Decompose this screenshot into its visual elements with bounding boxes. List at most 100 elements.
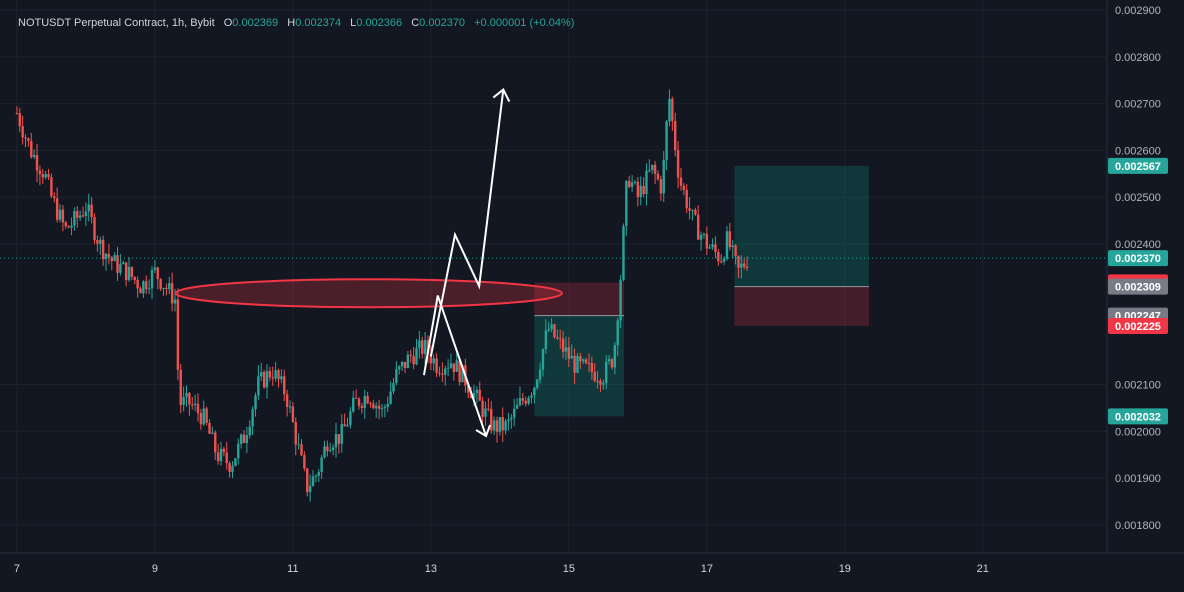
candle-body bbox=[38, 170, 42, 175]
candle-body bbox=[357, 398, 361, 406]
candle-body bbox=[87, 204, 90, 212]
candle-body bbox=[145, 281, 148, 290]
legend-low-label: L bbox=[350, 17, 357, 29]
price-tick-label: 0.002700 bbox=[1115, 99, 1161, 111]
candle-body bbox=[363, 395, 366, 408]
price-axis-ticks: 0.002900 0.002800 0.002700 0.002600 0.002500… bbox=[1115, 5, 1161, 532]
candle-body bbox=[582, 359, 585, 362]
candle-body bbox=[277, 370, 280, 380]
candle-body bbox=[308, 486, 312, 493]
candle-body bbox=[619, 279, 622, 321]
price-tick-label: 0.002800 bbox=[1115, 52, 1161, 64]
candle-body bbox=[24, 137, 27, 139]
candle-body bbox=[567, 347, 571, 359]
candle-body bbox=[389, 391, 392, 404]
candle-body bbox=[274, 370, 277, 379]
candle-body bbox=[679, 177, 683, 186]
candle-body bbox=[570, 355, 573, 359]
price-tick-label: 0.002400 bbox=[1115, 239, 1161, 251]
candle-body bbox=[691, 209, 694, 211]
candle-body bbox=[162, 287, 165, 289]
candle-body bbox=[104, 253, 108, 260]
candle-body bbox=[191, 404, 194, 406]
candle-body bbox=[688, 208, 691, 211]
candle-body bbox=[133, 276, 136, 280]
price-label-text: 0.002370 bbox=[1115, 253, 1161, 265]
candle-body bbox=[343, 424, 346, 427]
candle-body bbox=[671, 98, 674, 121]
price-label-text: 0.002225 bbox=[1115, 321, 1161, 333]
candle-body bbox=[599, 380, 602, 385]
candle-body bbox=[294, 421, 297, 445]
candle-body bbox=[444, 368, 447, 375]
candle-body bbox=[605, 361, 608, 384]
candle-body bbox=[303, 455, 306, 469]
candle-body bbox=[130, 266, 134, 277]
candle-body bbox=[481, 400, 484, 417]
time-tick-label: 13 bbox=[425, 563, 437, 575]
candle-body bbox=[432, 358, 435, 364]
candle-body bbox=[607, 359, 611, 362]
price-tick-label: 0.001800 bbox=[1115, 520, 1161, 532]
candle-body bbox=[682, 185, 686, 190]
candle-body bbox=[541, 349, 545, 370]
candle-body bbox=[107, 253, 111, 258]
candle-body bbox=[139, 288, 142, 294]
candle-body bbox=[633, 181, 637, 183]
candle-body bbox=[734, 245, 737, 257]
candle-body bbox=[622, 226, 625, 280]
price-label-text: 0.002032 bbox=[1115, 411, 1161, 423]
candle-body bbox=[492, 420, 496, 431]
candle-body bbox=[124, 262, 128, 281]
candle-body bbox=[446, 367, 450, 369]
candle-body bbox=[702, 233, 706, 235]
position-long-stop-zone bbox=[734, 286, 869, 326]
time-tick-label: 7 bbox=[14, 563, 20, 575]
candle-body bbox=[639, 185, 642, 198]
candle-body bbox=[628, 181, 631, 187]
time-tick-label: 11 bbox=[287, 563, 298, 575]
candle-body bbox=[708, 247, 711, 249]
drop-arrowhead bbox=[475, 424, 491, 438]
price-axis-panel[interactable] bbox=[1107, 0, 1184, 592]
candle-body bbox=[291, 406, 295, 422]
candle-body bbox=[317, 471, 320, 476]
candle-body bbox=[110, 257, 113, 262]
candle-body bbox=[395, 369, 398, 383]
candle-body bbox=[93, 216, 96, 241]
candle-body bbox=[478, 389, 481, 401]
legend-change: +0.000001 (+0.04%) bbox=[474, 17, 575, 29]
candle-body bbox=[285, 394, 289, 407]
candle-body bbox=[435, 358, 438, 373]
candle-body bbox=[722, 258, 726, 262]
candle-body bbox=[711, 244, 714, 248]
candle-body bbox=[653, 164, 657, 174]
candle-body bbox=[610, 359, 614, 368]
candle-body bbox=[196, 403, 200, 414]
candle-body bbox=[280, 376, 283, 380]
candle-body bbox=[406, 354, 410, 368]
candle-body bbox=[35, 155, 39, 171]
drawings bbox=[0, 88, 1107, 438]
candle-body bbox=[225, 452, 228, 464]
candle-body bbox=[30, 140, 33, 157]
candle-body bbox=[538, 369, 542, 380]
candle-body bbox=[490, 408, 493, 431]
candle-body bbox=[314, 475, 318, 477]
candle-body bbox=[288, 406, 292, 408]
candle-body bbox=[676, 150, 680, 178]
candle-body bbox=[349, 411, 352, 425]
candle-body bbox=[18, 113, 21, 127]
price-tick-label: 0.002000 bbox=[1115, 426, 1161, 438]
candle-body bbox=[745, 266, 749, 269]
candle-body bbox=[122, 262, 125, 265]
candle-body bbox=[222, 448, 226, 453]
time-tick-label: 17 bbox=[701, 563, 713, 575]
candle-body bbox=[587, 362, 591, 364]
candle-body bbox=[418, 340, 421, 348]
candle-body bbox=[366, 395, 369, 404]
candle-body bbox=[334, 434, 338, 448]
candle-body bbox=[602, 383, 605, 385]
position-zones bbox=[534, 165, 869, 417]
